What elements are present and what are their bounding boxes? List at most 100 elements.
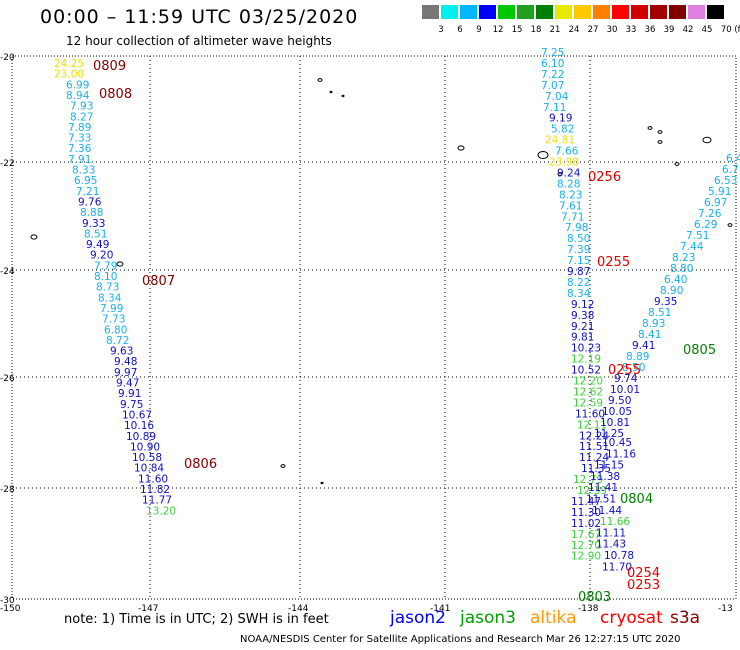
wave-height-value: 24.25 <box>54 58 84 70</box>
wave-height-value: 8.41 <box>638 329 661 341</box>
color-scale-label: 15 <box>511 25 523 35</box>
wave-height-value: 9.20 <box>90 250 113 262</box>
color-swatch <box>688 5 705 19</box>
wave-height-value: 8.23 <box>559 189 582 201</box>
color-swatch <box>631 5 648 19</box>
wave-height-value: 11.60 <box>575 408 605 420</box>
wave-height-value: 9.38 <box>571 310 594 322</box>
wave-height-value: 7.25 <box>541 47 564 59</box>
wave-height-value: 11.30 <box>571 507 601 519</box>
wave-height-value: 7.04 <box>545 91 569 103</box>
island-outline <box>727 223 733 227</box>
wave-height-value: 11.44 <box>592 505 622 517</box>
wave-height-value: 10.78 <box>604 550 634 562</box>
wave-height-value: 8.50 <box>622 362 645 374</box>
wave-height-value: 7.91 <box>68 154 91 166</box>
color-scale-label: 12 <box>492 25 504 35</box>
color-scale-label: 6 <box>457 25 463 35</box>
wave-height-value: 10.81 <box>600 417 630 429</box>
wave-height-value: 8.22 <box>567 277 590 289</box>
wave-height-value: 7.11 <box>543 102 566 114</box>
wave-height-value: 6.4 <box>726 153 740 165</box>
legend-satellite: altika <box>530 608 577 628</box>
map-frame <box>11 55 737 600</box>
wave-height-value: 12.11 <box>577 419 607 431</box>
wave-height-value: 12.24 <box>579 430 609 442</box>
map-grid <box>11 55 737 600</box>
pass-time-tag: 0254 <box>627 566 660 581</box>
wave-height-value: 12.39 <box>577 485 607 497</box>
latitude-label: -26 <box>0 374 15 384</box>
wave-height-value: 11.47 <box>571 496 601 508</box>
wave-height-value: 8.33 <box>72 165 95 177</box>
satellite-track: 7.256.107.227.077.047.119.195.8224.817.6… <box>541 47 611 563</box>
island-outline <box>341 94 345 98</box>
color-swatch <box>707 5 724 19</box>
pass-time-tag: 0253 <box>627 578 660 593</box>
wave-height-value: 9.97 <box>114 367 137 379</box>
wave-height-value: 7.36 <box>68 143 92 155</box>
wave-height-value: 11.02 <box>571 518 601 530</box>
color-swatch <box>555 5 572 19</box>
wave-height-value: 8.93 <box>642 318 665 330</box>
wave-height-value: 9.21 <box>571 321 594 333</box>
wave-height-value: 6.95 <box>74 175 97 187</box>
wave-height-value: 12.59 <box>573 397 603 409</box>
wave-height-value: 10.89 <box>126 431 156 443</box>
island-outline <box>537 151 549 159</box>
island-outline <box>457 145 465 151</box>
island-outline <box>647 126 653 130</box>
island-outline <box>30 234 38 240</box>
wave-height-value: 8.72 <box>106 335 129 347</box>
color-swatch <box>441 5 458 19</box>
wave-height-value: 11.60 <box>138 473 168 485</box>
wave-height-value: 8.27 <box>70 111 93 123</box>
satellite-track: 24.2523.006.998.947.938.277.897.337.367.… <box>54 58 176 517</box>
latitude-label: -28 <box>0 485 15 495</box>
island-outline <box>702 136 712 144</box>
wave-height-value: 5.91 <box>708 186 731 198</box>
wave-height-value: 9.63 <box>110 346 133 358</box>
color-scale-label: 39 <box>663 25 675 35</box>
wave-height-value: 10.05 <box>602 406 632 418</box>
wave-height-value: 6.53 <box>714 175 737 187</box>
wave-height-value: 7.26 <box>698 208 722 220</box>
wave-height-value: 8.80 <box>670 263 693 275</box>
wave-height-value: 9.24 <box>557 167 581 179</box>
wave-height-value: 10.58 <box>132 452 162 464</box>
island-outline <box>320 481 324 485</box>
wave-height-value: 7.39 <box>567 244 590 256</box>
island-outline <box>116 261 124 267</box>
pass-time-tag: 0805 <box>683 343 716 358</box>
wave-height-value: 11.66 <box>600 516 630 528</box>
island-outline <box>329 90 333 94</box>
wave-height-value: 7.33 <box>68 133 91 145</box>
footer-credit: NOAA/NESDIS Center for Satellite Applica… <box>240 634 681 645</box>
wave-height-value: 8.10 <box>94 271 117 283</box>
color-scale-label: 33 <box>625 25 637 35</box>
wave-height-value: 9.74 <box>614 373 638 385</box>
color-swatch <box>612 5 629 19</box>
wave-height-value: 10.23 <box>571 343 601 355</box>
wave-height-value: 11.82 <box>140 484 170 496</box>
longitude-label: -141 <box>430 604 450 614</box>
wave-height-value: 9.12 <box>571 299 594 311</box>
wave-height-value: 6.7 <box>722 164 739 176</box>
wave-height-value: 11.51 <box>579 441 609 453</box>
color-swatch <box>650 5 667 19</box>
latitude-label: -20 <box>0 53 15 63</box>
color-swatch <box>460 5 477 19</box>
wave-height-value: 7.79 <box>94 260 117 272</box>
color-scale-label: 30 <box>606 25 618 35</box>
wave-height-value: 12.62 <box>573 386 603 398</box>
wave-height-value: 6.10 <box>541 58 564 70</box>
wave-height-value: 11.35 <box>581 463 611 475</box>
wave-height-value: 9.48 <box>114 356 137 368</box>
wave-height-value: 23.98 <box>549 157 579 169</box>
legend-satellite: s3a <box>670 608 701 628</box>
wave-height-value: 11.43 <box>596 539 626 551</box>
wave-height-value: 8.51 <box>648 307 671 319</box>
legend-satellite: jason3 <box>460 608 516 628</box>
wave-height-value: 9.47 <box>116 378 139 390</box>
color-swatch <box>517 5 534 19</box>
